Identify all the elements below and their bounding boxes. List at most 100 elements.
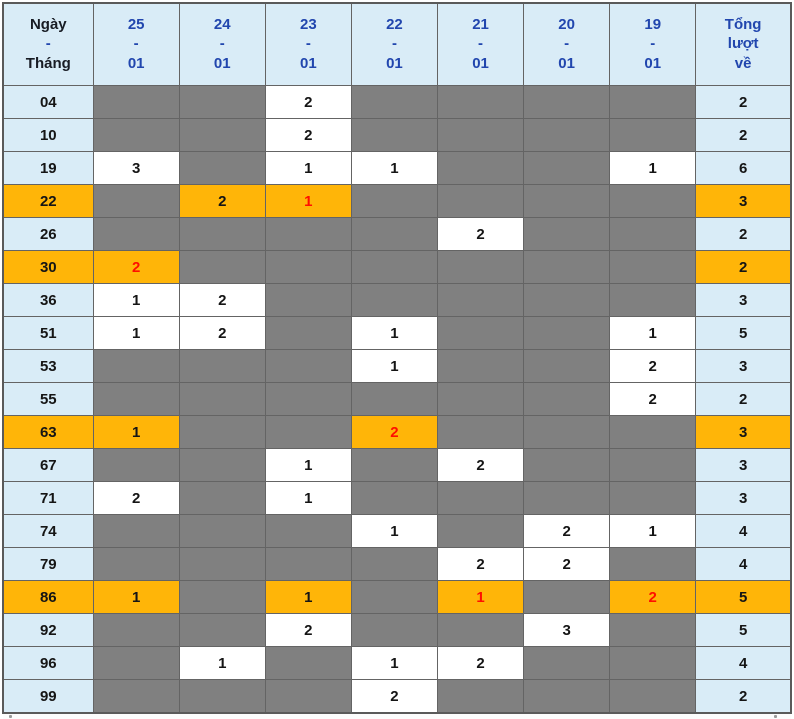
- date-day: 24: [213, 15, 231, 33]
- date-header-cell: 25 -01: [92, 2, 180, 86]
- empty-cell: [350, 382, 438, 416]
- empty-cell: [523, 283, 611, 317]
- empty-cell: [523, 679, 611, 714]
- scrollbar-arrow-left[interactable]: [9, 715, 12, 718]
- total-cell: 3: [695, 481, 792, 515]
- date-month: 01: [644, 54, 662, 72]
- empty-cell: [178, 118, 266, 152]
- empty-cell: [609, 184, 697, 218]
- value-cell: 1: [350, 514, 438, 548]
- date-month: 01: [213, 54, 231, 72]
- row-label-cell: 92: [2, 613, 94, 647]
- value-cell: 1: [264, 481, 352, 515]
- total-header-line: Tổng: [724, 15, 762, 33]
- empty-cell: [92, 85, 180, 119]
- date-header-cell: 21 -01: [436, 2, 525, 86]
- empty-cell: [92, 646, 180, 680]
- empty-cell: [178, 514, 266, 548]
- empty-cell: [264, 382, 352, 416]
- row-label-cell: 96: [2, 646, 94, 680]
- empty-cell: [178, 481, 266, 515]
- value-cell: 1: [264, 151, 352, 185]
- empty-cell: [178, 217, 266, 251]
- empty-cell: [350, 217, 438, 251]
- value-cell: 1: [264, 580, 352, 614]
- total-cell: 3: [695, 349, 792, 383]
- total-cell: 2: [695, 382, 792, 416]
- scrollbar-arrow-right[interactable]: [774, 715, 777, 718]
- empty-cell: [609, 217, 697, 251]
- total-cell: 5: [695, 580, 792, 614]
- value-cell: 2: [92, 250, 180, 284]
- empty-cell: [523, 415, 611, 449]
- table-row: 63 1 2 3: [2, 415, 792, 449]
- date-dash: -: [478, 35, 484, 53]
- value-cell: 2: [178, 316, 266, 350]
- empty-cell: [178, 349, 266, 383]
- value-cell: 1: [178, 646, 266, 680]
- table-row: 71 2 1 3: [2, 481, 792, 515]
- empty-cell: [178, 85, 266, 119]
- total-cell: 4: [695, 547, 792, 581]
- row-label-cell: 51: [2, 316, 94, 350]
- table-row: 26 2 2: [2, 217, 792, 251]
- total-cell: 5: [695, 613, 792, 647]
- date-dash: -: [564, 35, 570, 53]
- empty-cell: [436, 514, 525, 548]
- value-cell: 1: [92, 580, 180, 614]
- date-header-cell: 23 -01: [264, 2, 352, 86]
- value-cell: 1: [92, 283, 180, 317]
- table-row: 36 1 2 3: [2, 283, 792, 317]
- empty-cell: [523, 184, 611, 218]
- value-cell: 1: [609, 514, 697, 548]
- total-cell: 3: [695, 415, 792, 449]
- date-month: 01: [472, 54, 489, 72]
- table-row: 86 1 1 1 2 5: [2, 580, 792, 614]
- empty-cell: [178, 382, 266, 416]
- date-day: 20: [558, 15, 575, 33]
- value-cell: 2: [609, 580, 697, 614]
- value-cell: 1: [92, 415, 180, 449]
- table-row: 30 2 2: [2, 250, 792, 284]
- empty-cell: [350, 85, 438, 119]
- empty-cell: [436, 151, 525, 185]
- date-month: 01: [558, 54, 575, 72]
- empty-cell: [264, 217, 352, 251]
- empty-cell: [92, 547, 180, 581]
- table-row: 10 2 2: [2, 118, 792, 152]
- value-cell: 1: [436, 580, 525, 614]
- empty-cell: [523, 85, 611, 119]
- empty-cell: [609, 547, 697, 581]
- total-cell: 2: [695, 85, 792, 119]
- empty-cell: [523, 382, 611, 416]
- total-header-line: về: [734, 54, 752, 72]
- empty-cell: [609, 613, 697, 647]
- total-header-cell: Tổng lượt về: [695, 2, 792, 86]
- empty-cell: [178, 547, 266, 581]
- row-label-cell: 86: [2, 580, 94, 614]
- total-cell: 2: [695, 217, 792, 251]
- value-cell: 2: [436, 547, 525, 581]
- total-cell: 3: [695, 448, 792, 482]
- empty-cell: [264, 679, 352, 714]
- corner-header-cell: Ngày - Tháng: [2, 2, 94, 86]
- value-cell: 1: [350, 151, 438, 185]
- empty-cell: [350, 547, 438, 581]
- row-label-cell: 63: [2, 415, 94, 449]
- row-label-cell: 99: [2, 679, 94, 714]
- row-label-cell: 36: [2, 283, 94, 317]
- empty-cell: [178, 679, 266, 714]
- row-label-cell: 79: [2, 547, 94, 581]
- empty-cell: [523, 250, 611, 284]
- empty-cell: [436, 481, 525, 515]
- value-cell: 2: [264, 85, 352, 119]
- date-month: 01: [300, 54, 317, 72]
- value-cell: 2: [523, 547, 611, 581]
- empty-cell: [92, 514, 180, 548]
- value-cell: 2: [264, 118, 352, 152]
- date-header-cell: 24 -01: [178, 2, 266, 86]
- empty-cell: [609, 250, 697, 284]
- empty-cell: [523, 448, 611, 482]
- empty-cell: [92, 349, 180, 383]
